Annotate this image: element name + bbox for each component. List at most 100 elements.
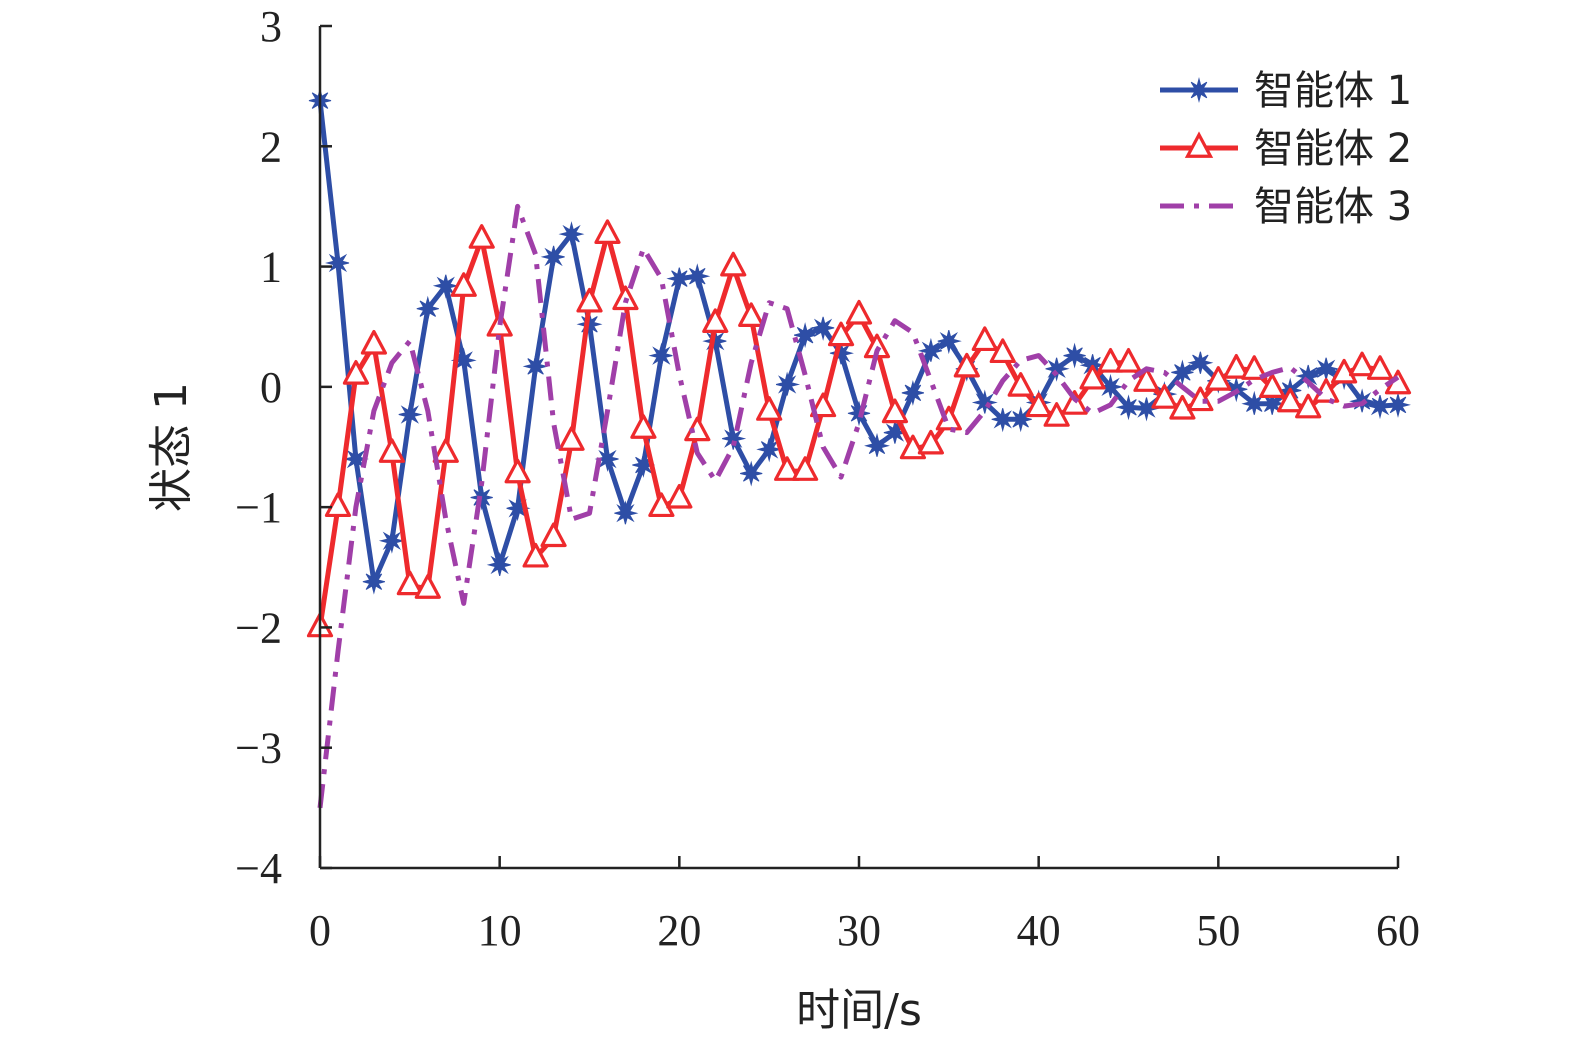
x-tick-label: 30: [837, 906, 881, 955]
data-point-marker: [1241, 390, 1268, 415]
data-point-marker: [774, 456, 801, 481]
legend-item-agent-1: 智能体 1: [1160, 68, 1412, 114]
y-tick-label: −2: [235, 603, 282, 652]
data-point-marker: [810, 316, 835, 341]
data-point-marker: [666, 267, 693, 290]
data-point-marker: [450, 272, 477, 297]
data-point-marker: [953, 352, 980, 378]
data-point-marker: [989, 338, 1016, 364]
data-point-marker: [614, 500, 639, 525]
data-point-marker: [378, 529, 404, 554]
data-point-marker: [1115, 394, 1142, 421]
series-agent-2: [306, 219, 1412, 638]
legend-marker-triangle: [1184, 131, 1214, 158]
data-point-marker: [881, 398, 909, 424]
x-tick-label: 10: [478, 906, 522, 955]
data-point-marker: [917, 337, 943, 362]
data-point-marker: [1295, 393, 1322, 419]
data-point-marker: [342, 360, 370, 385]
data-point-marker: [558, 221, 585, 246]
y-axis-label: 状态 1: [146, 382, 197, 512]
data-point-marker: [1025, 392, 1052, 418]
data-point-marker: [1385, 391, 1411, 418]
axes: 0 10 20 30 40 50 60 −4 −3 −2 −1 0 1 2 3: [235, 2, 1420, 955]
data-point-marker: [1133, 367, 1160, 392]
data-point-marker: [917, 429, 944, 455]
data-point-marker: [937, 329, 962, 355]
data-point-marker: [648, 492, 675, 518]
series-agent-3: [317, 203, 1400, 809]
data-point-marker: [540, 522, 567, 548]
x-tick-label: 0: [309, 906, 331, 955]
series-line: [317, 203, 1400, 809]
data-point-marker: [324, 492, 352, 518]
data-point-marker: [378, 438, 405, 463]
data-point-marker: [1045, 357, 1070, 382]
legend: 智能体 1 智能体 2 智能体 3: [1160, 68, 1412, 230]
data-point-marker: [971, 326, 998, 352]
y-ticks: −4 −3 −2 −1 0 1 2 3: [235, 2, 332, 893]
data-point-marker: [576, 287, 603, 313]
data-point-marker: [901, 379, 925, 406]
data-point-marker: [1331, 358, 1358, 384]
legend-item-agent-2: 智能体 2: [1160, 126, 1412, 172]
data-point-marker: [522, 353, 549, 380]
data-point-marker: [845, 299, 873, 325]
data-point-marker: [1063, 342, 1086, 369]
y-tick-label: −4: [235, 844, 282, 893]
data-point-marker: [809, 392, 837, 418]
data-point-marker: [1099, 373, 1124, 399]
data-point-marker: [504, 458, 531, 484]
data-point-marker: [558, 426, 585, 451]
data-point-marker: [416, 295, 439, 322]
data-point-marker: [1277, 387, 1304, 413]
data-point-marker: [738, 302, 765, 327]
data-point-marker: [971, 389, 998, 414]
data-point-marker: [1223, 353, 1250, 379]
data-point-marker: [540, 245, 565, 270]
data-point-marker: [1259, 390, 1286, 415]
x-tick-label: 20: [657, 906, 701, 955]
x-tick-label: 50: [1196, 906, 1240, 955]
data-point-marker: [1187, 351, 1214, 374]
x-tick-label: 60: [1376, 906, 1420, 955]
data-point-marker: [325, 250, 350, 275]
data-point-marker: [666, 483, 693, 509]
data-point-marker: [432, 438, 459, 463]
data-point-marker: [594, 447, 619, 472]
data-point-marker: [793, 322, 817, 349]
data-point-marker: [792, 456, 819, 481]
series-agent-1: [308, 87, 1411, 595]
legend-item-agent-3: 智能体 3: [1160, 184, 1412, 230]
data-point-marker: [827, 321, 855, 347]
y-tick-label: −3: [235, 724, 282, 773]
legend-label: 智能体 3: [1254, 184, 1412, 230]
y-tick-label: 2: [260, 122, 282, 171]
data-point-marker: [630, 414, 657, 439]
series-layer: [306, 87, 1412, 809]
y-tick-label: −1: [235, 483, 282, 532]
data-point-marker: [756, 396, 783, 421]
data-point-marker: [1171, 359, 1194, 386]
data-point-marker: [722, 425, 747, 450]
legend-label: 智能体 1: [1254, 68, 1412, 114]
y-tick-label: 1: [260, 243, 282, 292]
data-point-marker: [1007, 372, 1034, 397]
data-point-marker: [864, 432, 890, 457]
data-point-marker: [1115, 347, 1142, 373]
data-point-marker: [398, 403, 423, 428]
data-point-marker: [432, 274, 457, 299]
data-point-marker: [486, 551, 511, 577]
plot-area: [306, 87, 1412, 809]
data-point-marker: [1241, 355, 1268, 380]
data-point-marker: [1133, 397, 1160, 422]
data-point-marker: [414, 574, 441, 599]
data-point-marker: [396, 570, 423, 596]
data-point-marker: [1367, 394, 1393, 420]
y-tick-label: 0: [260, 363, 282, 412]
data-point-marker: [1259, 373, 1286, 398]
data-point-marker: [1366, 355, 1394, 380]
data-point-marker: [1061, 390, 1088, 415]
data-point-marker: [991, 408, 1016, 433]
